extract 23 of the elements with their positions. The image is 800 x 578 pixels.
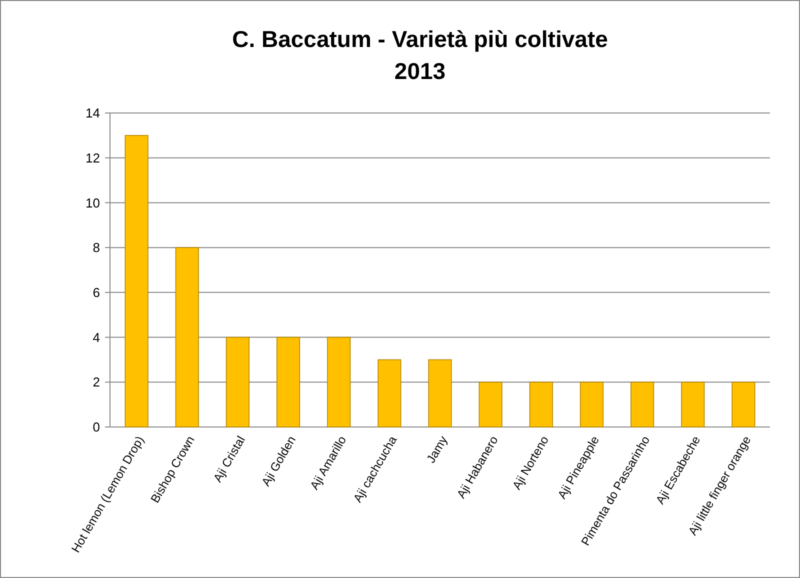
bar (681, 382, 705, 428)
y-tick-label: 10 (86, 195, 100, 210)
bar (327, 336, 351, 428)
chart-subtitle: 2013 (394, 58, 446, 84)
bar (276, 336, 300, 428)
bar (378, 359, 402, 428)
bar (529, 382, 553, 428)
y-tick-label: 8 (92, 240, 100, 256)
y-tick-label: 0 (92, 420, 100, 435)
chart-title: C. Baccatum - Varietà più coltivate (232, 26, 608, 52)
bar (732, 382, 756, 428)
y-tick-label: 12 (86, 150, 100, 166)
bar (630, 382, 654, 428)
y-tick-label: 4 (92, 330, 100, 345)
bar (428, 359, 452, 428)
bar (124, 135, 148, 428)
bar (175, 247, 199, 428)
bar (478, 382, 502, 428)
bar (580, 382, 604, 428)
y-tick-label: 2 (92, 374, 100, 390)
bar (226, 336, 250, 428)
y-tick-label: 6 (92, 284, 100, 300)
y-tick-label: 14 (86, 106, 100, 121)
